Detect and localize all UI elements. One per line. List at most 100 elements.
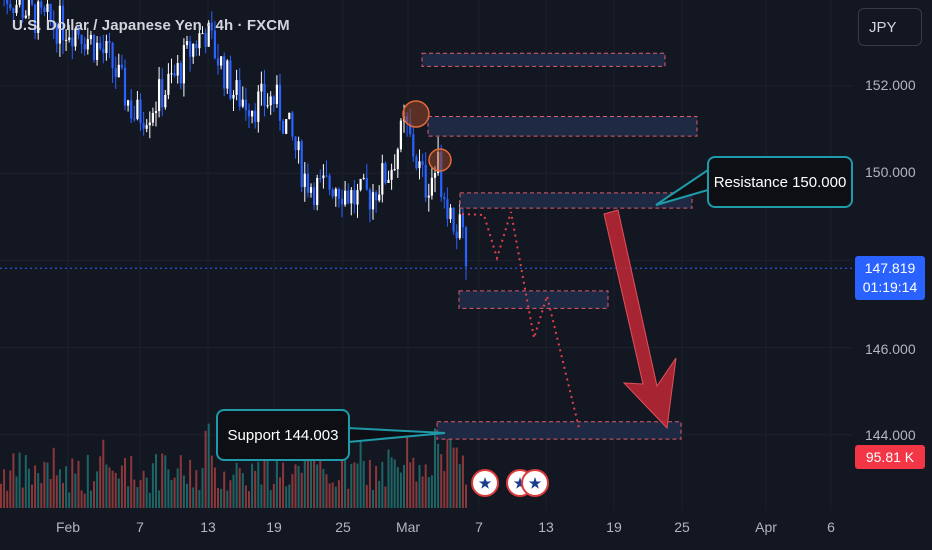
- candle-body: [319, 177, 322, 179]
- volume-bar: [12, 453, 15, 508]
- volume-bar: [368, 460, 371, 508]
- candle-body: [325, 175, 328, 177]
- volume-bar: [337, 480, 340, 508]
- volume-bar: [155, 454, 157, 508]
- volume-bar: [275, 448, 278, 508]
- time-tick: 25: [335, 519, 351, 535]
- candle-body: [238, 80, 241, 107]
- candle-body: [282, 120, 285, 134]
- volume-bar: [229, 480, 232, 508]
- candle-body: [303, 173, 306, 188]
- candle-body: [235, 80, 238, 95]
- candle-body: [161, 79, 164, 108]
- candle-body: [210, 22, 213, 31]
- candle-body: [353, 190, 356, 205]
- us-flag-event-icon[interactable]: ★: [471, 469, 499, 497]
- candle-body: [412, 134, 415, 157]
- volume-bar: [43, 461, 46, 508]
- candle-body: [288, 112, 291, 120]
- volume-bar: [124, 458, 126, 508]
- volume-bar: [220, 488, 223, 508]
- candle-body: [185, 41, 189, 46]
- volume-bar: [9, 470, 12, 508]
- volume-bar: [350, 464, 353, 508]
- volume-bar: [449, 433, 452, 508]
- candle-body: [446, 199, 449, 220]
- volume-bar: [189, 459, 192, 508]
- volume-bar: [186, 483, 188, 508]
- price-tick: 144.000: [865, 427, 916, 443]
- volume-bar: [6, 490, 9, 508]
- volume-bar: [49, 478, 52, 508]
- volume-bar: [232, 474, 235, 508]
- candle-body: [120, 64, 123, 68]
- candle-body: [9, 4, 12, 9]
- support-callout[interactable]: Support 144.003: [216, 409, 350, 461]
- volume-bar: [46, 462, 49, 508]
- price-tick: 152.000: [865, 77, 916, 93]
- candle-body: [334, 188, 337, 197]
- time-tick: 19: [266, 519, 282, 535]
- support-pointer: [347, 426, 446, 444]
- volume-bar: [303, 456, 306, 508]
- volume-bar: [238, 468, 241, 508]
- candle-body: [371, 192, 375, 210]
- candle-body: [15, 4, 18, 14]
- volume-bar: [415, 481, 418, 508]
- volume-bar: [375, 465, 378, 508]
- resistance-callout[interactable]: Resistance 150.000: [707, 156, 853, 208]
- candle-body: [24, 15, 27, 18]
- volume-bar: [393, 459, 396, 508]
- volume-bar: [378, 480, 381, 508]
- candle-body: [393, 169, 396, 171]
- candle-body: [316, 177, 319, 206]
- current-price-value: 147.819: [864, 260, 916, 276]
- volume-bar: [387, 449, 390, 508]
- volume-bar: [127, 486, 130, 508]
- volume-bar: [83, 493, 86, 508]
- price-zone: [459, 192, 693, 209]
- candle-body: [464, 227, 468, 267]
- candle-body: [83, 44, 86, 50]
- candle-body: [37, 1, 40, 33]
- volume-bar: [133, 479, 136, 508]
- volume-bar: [96, 471, 99, 508]
- volume-bar: [319, 459, 322, 508]
- volume-bar: [344, 455, 347, 508]
- candle-body: [49, 3, 52, 21]
- volume-bar: [24, 455, 27, 508]
- candle-body: [306, 173, 309, 193]
- volume-bar: [381, 461, 384, 508]
- us-flag-event-icon[interactable]: ★: [521, 469, 549, 497]
- candle-body: [77, 28, 80, 35]
- candle-body: [257, 91, 260, 122]
- currency-selector[interactable]: JPY: [858, 8, 922, 46]
- candle-body: [89, 34, 92, 40]
- candle-body: [440, 151, 443, 198]
- candle-body: [260, 83, 263, 92]
- candle-body: [154, 111, 158, 113]
- candle-body: [173, 73, 176, 76]
- volume-bar: [306, 460, 309, 508]
- volume-bar: [226, 490, 229, 508]
- volume-bar: [427, 477, 430, 508]
- volume-bar: [313, 424, 316, 508]
- candle-body: [247, 110, 251, 117]
- volume-bar: [223, 471, 226, 508]
- candle-body: [433, 173, 437, 178]
- volume-bar: [34, 465, 37, 508]
- candle-body: [130, 100, 133, 119]
- price-zones: [421, 52, 698, 440]
- candle-body: [18, 0, 21, 5]
- candle-body: [213, 30, 216, 59]
- candle-body: [384, 163, 387, 183]
- candle-body: [226, 60, 229, 89]
- volume-bar: [434, 428, 436, 508]
- candle-body: [378, 194, 381, 201]
- candle-body: [179, 63, 182, 84]
- volume-bar: [455, 447, 458, 508]
- volume-bar: [195, 470, 198, 508]
- candle-body: [58, 5, 61, 44]
- volume-bar: [421, 476, 424, 508]
